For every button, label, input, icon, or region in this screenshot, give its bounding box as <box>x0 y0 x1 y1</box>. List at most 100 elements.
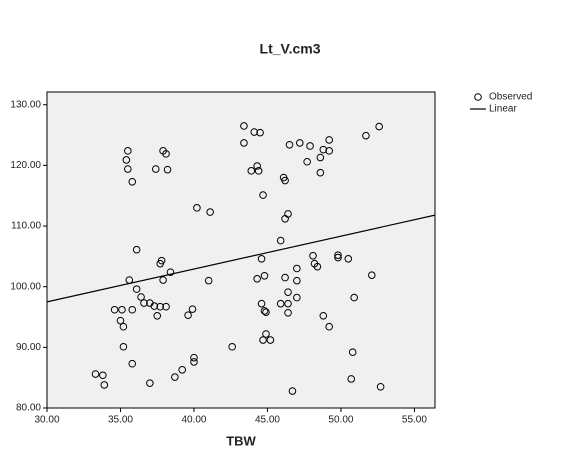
point <box>276 236 285 245</box>
point <box>162 302 170 311</box>
y-tick-label: 120.00 <box>10 160 41 171</box>
point <box>159 276 167 284</box>
point <box>184 311 192 320</box>
point <box>206 208 214 216</box>
point <box>281 214 289 223</box>
point <box>178 365 187 374</box>
point <box>204 276 213 285</box>
point <box>284 308 292 317</box>
point <box>150 302 159 310</box>
x-tick-label: 55.00 <box>402 415 427 426</box>
point <box>128 359 137 368</box>
point <box>132 245 141 254</box>
point <box>281 176 289 185</box>
point <box>344 254 353 263</box>
point <box>293 293 301 302</box>
point <box>260 271 269 280</box>
point <box>350 293 358 302</box>
point <box>116 316 125 325</box>
point <box>316 153 325 162</box>
point <box>162 150 170 158</box>
chart-title: Lt_V.cm3 <box>260 41 321 57</box>
fit-line <box>46 214 436 303</box>
point <box>247 167 256 175</box>
legend-label: Linear <box>489 104 517 115</box>
point <box>325 136 333 144</box>
point <box>319 312 328 320</box>
point <box>285 140 294 149</box>
point <box>128 305 137 314</box>
point <box>376 382 385 391</box>
plot-area <box>46 91 436 409</box>
point <box>276 299 285 308</box>
point <box>110 305 119 314</box>
point <box>334 251 342 259</box>
x-tick-label: 45.00 <box>255 415 280 426</box>
point <box>122 156 131 164</box>
point <box>309 251 317 260</box>
point <box>266 336 275 344</box>
point <box>259 191 267 199</box>
point <box>228 342 236 351</box>
x-tick-label: 35.00 <box>108 415 133 426</box>
point <box>259 336 267 344</box>
point <box>156 302 164 311</box>
point <box>91 370 100 378</box>
point <box>362 131 370 140</box>
point <box>250 128 259 136</box>
point <box>281 273 289 282</box>
point <box>368 271 376 279</box>
legend-label: Observed <box>489 92 532 103</box>
point <box>190 358 198 366</box>
y-tick-label: 80.00 <box>16 403 41 414</box>
point <box>303 157 311 166</box>
point <box>316 168 325 177</box>
point <box>166 268 175 276</box>
point <box>119 322 128 331</box>
point <box>319 145 328 154</box>
point <box>375 122 383 131</box>
point <box>128 177 137 186</box>
point <box>254 167 263 175</box>
point <box>293 264 301 273</box>
legend-marker <box>474 93 482 101</box>
point <box>325 147 333 155</box>
point <box>146 379 154 387</box>
point <box>188 305 197 313</box>
y-tick-label: 90.00 <box>16 342 41 353</box>
point <box>313 262 322 271</box>
point <box>140 299 148 307</box>
point <box>256 128 264 137</box>
point <box>193 204 201 212</box>
y-tick-label: 110.00 <box>11 221 41 232</box>
point <box>124 147 132 155</box>
point <box>325 322 333 331</box>
point <box>284 299 292 308</box>
point <box>100 381 109 389</box>
point <box>284 288 292 296</box>
point <box>157 256 166 265</box>
point <box>334 253 342 262</box>
point <box>119 342 128 351</box>
point <box>253 275 261 283</box>
x-tick-label: 30.00 <box>34 415 59 426</box>
point <box>348 348 357 356</box>
point <box>262 330 270 338</box>
point <box>124 165 132 173</box>
point <box>257 254 266 263</box>
x-tick-label: 50.00 <box>328 415 353 426</box>
point <box>260 307 269 315</box>
point <box>288 387 297 395</box>
point <box>151 165 160 173</box>
y-tick-label: 130.00 <box>10 99 41 110</box>
point <box>293 276 301 285</box>
x-axis-label: TBW <box>226 433 256 448</box>
point <box>240 122 248 130</box>
point <box>306 142 314 150</box>
point <box>99 371 107 380</box>
y-tick-label: 100.00 <box>10 281 41 292</box>
point <box>137 293 145 301</box>
point <box>240 139 248 147</box>
